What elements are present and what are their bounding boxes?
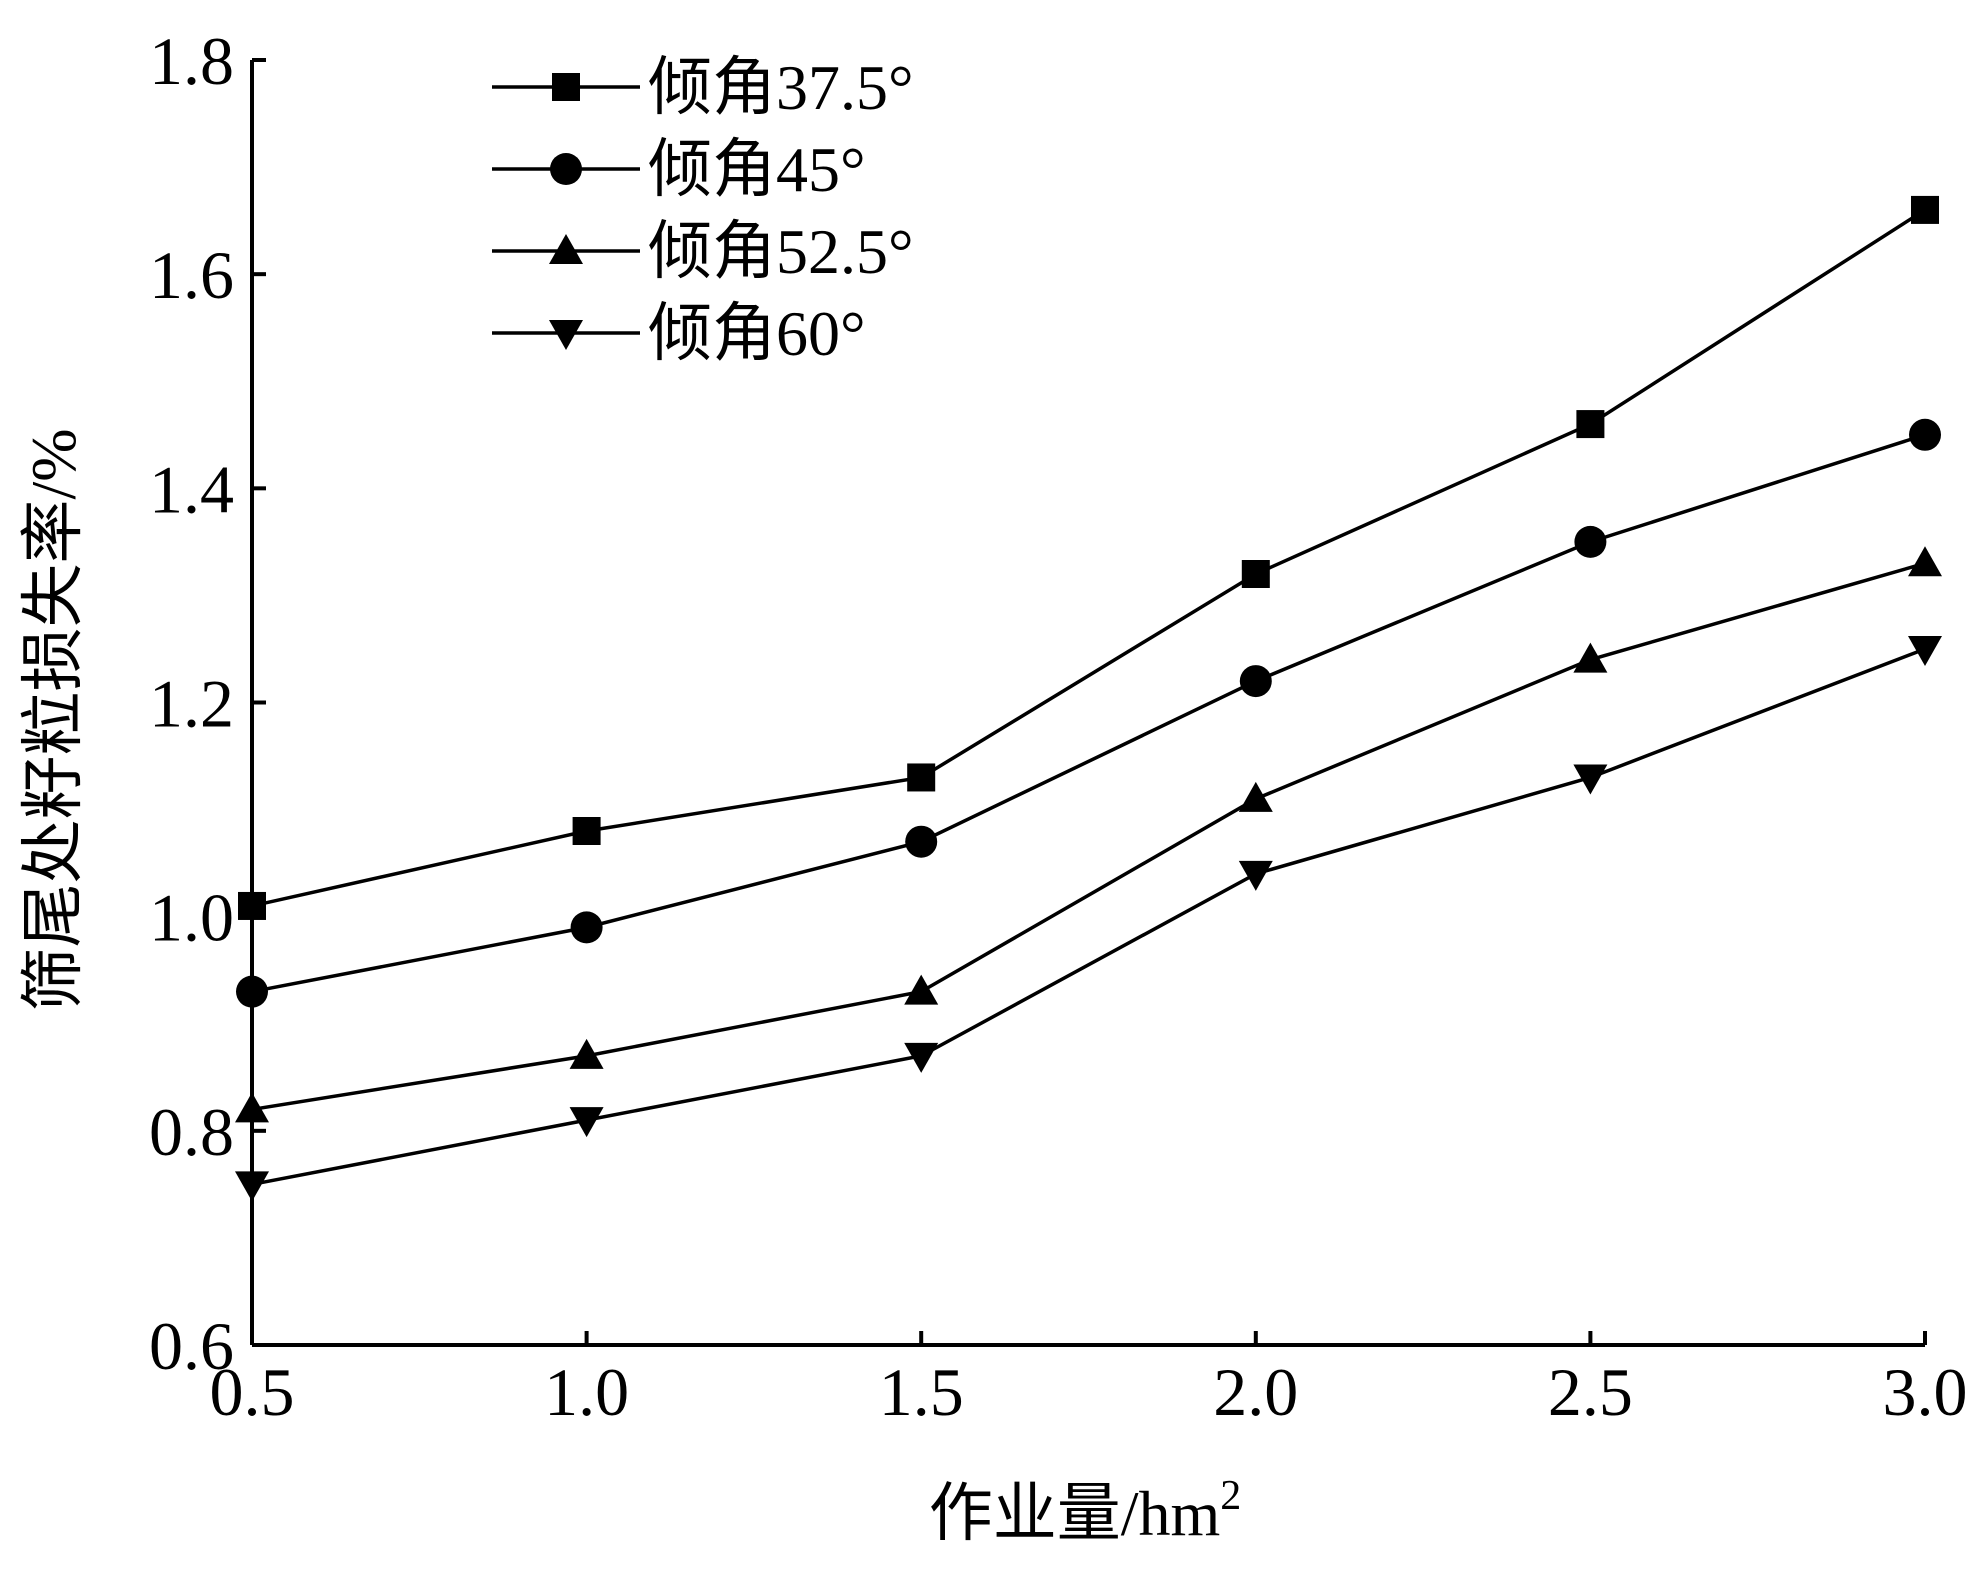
data-point: [905, 825, 938, 858]
data-point: [1239, 665, 1272, 698]
data-point: [235, 1092, 269, 1123]
data-point: [572, 817, 601, 845]
data-point: [1573, 642, 1608, 673]
data-point: [904, 974, 939, 1005]
x-tick-label: 1.0: [544, 1354, 629, 1430]
x-axis-title-text: 作业量/hm: [929, 1478, 1221, 1549]
legend-item: 倾角45°: [492, 134, 866, 205]
x-tick-label: 2.5: [1548, 1354, 1633, 1430]
legend-item: 倾角52.5°: [492, 216, 914, 287]
series-line: [251, 433, 1926, 994]
legend: 倾角37.5° 倾角45° 倾角52.5° 倾角60°: [492, 52, 914, 369]
x-axis-title-superscript: 2: [1220, 1473, 1241, 1519]
y-axis-title: 筛尾处籽粒损失率/%: [18, 428, 89, 1011]
series-4: [235, 635, 1942, 1202]
y-tick-label: 0.8: [149, 1094, 234, 1170]
y-tick-label: 1.0: [149, 880, 234, 956]
data-point: [1908, 635, 1942, 666]
data-point: [1908, 546, 1942, 577]
axes: 0.6 0.8 1.0 1.2 1.4 1.6 1.8 0.5 1.0 1.5 2.0 2.5 3.0: [149, 23, 1968, 1430]
x-tick-label: 1.5: [879, 1354, 964, 1430]
x-axis-title: 作业量/hm2: [929, 1473, 1242, 1549]
y-tick-label: 1.2: [149, 666, 234, 742]
data-point: [1573, 764, 1608, 795]
series-line: [251, 208, 1926, 908]
data-point: [1241, 560, 1270, 588]
data-point: [235, 1171, 269, 1202]
legend-marker: [552, 73, 580, 101]
x-tick-label: 2.0: [1213, 1354, 1298, 1430]
legend-marker: [550, 153, 582, 185]
data-point: [1911, 195, 1939, 224]
series-2: [236, 418, 1941, 1008]
y-tick-label: 1.6: [149, 237, 234, 313]
y-tick-label: 0.6: [149, 1308, 234, 1384]
data-point: [1574, 525, 1607, 558]
legend-label: 倾角52.5°: [648, 216, 914, 287]
legend-label: 倾角45°: [648, 134, 866, 205]
series-group: [235, 195, 1942, 1202]
x-tick-label: 3.0: [1883, 1354, 1968, 1430]
data-point: [1576, 410, 1605, 439]
data-point: [904, 1042, 939, 1073]
data-point: [569, 1107, 604, 1138]
y-tick-label: 1.8: [149, 23, 234, 99]
legend-marker: [549, 320, 583, 350]
legend-marker: [549, 234, 583, 264]
data-point: [1238, 781, 1273, 812]
legend-item: 倾角37.5°: [492, 52, 914, 123]
data-point: [569, 1038, 604, 1069]
series-1: [238, 195, 1939, 920]
axis-titles: 作业量/hm2 筛尾处籽粒损失率/%: [18, 428, 1241, 1549]
series-line: [251, 647, 1926, 1187]
series-line: [251, 561, 1926, 1112]
data-point: [1909, 418, 1941, 451]
data-point: [907, 763, 936, 792]
x-tick-label: 0.5: [210, 1354, 295, 1430]
legend-label: 倾角60°: [648, 298, 866, 369]
series-3: [235, 546, 1942, 1123]
y-tick-label: 1.4: [149, 451, 234, 527]
data-point: [236, 975, 268, 1008]
legend-item: 倾角60°: [492, 298, 866, 369]
data-point: [570, 911, 603, 944]
data-point: [1238, 860, 1273, 891]
data-point: [238, 891, 266, 920]
legend-label: 倾角37.5°: [648, 52, 914, 123]
